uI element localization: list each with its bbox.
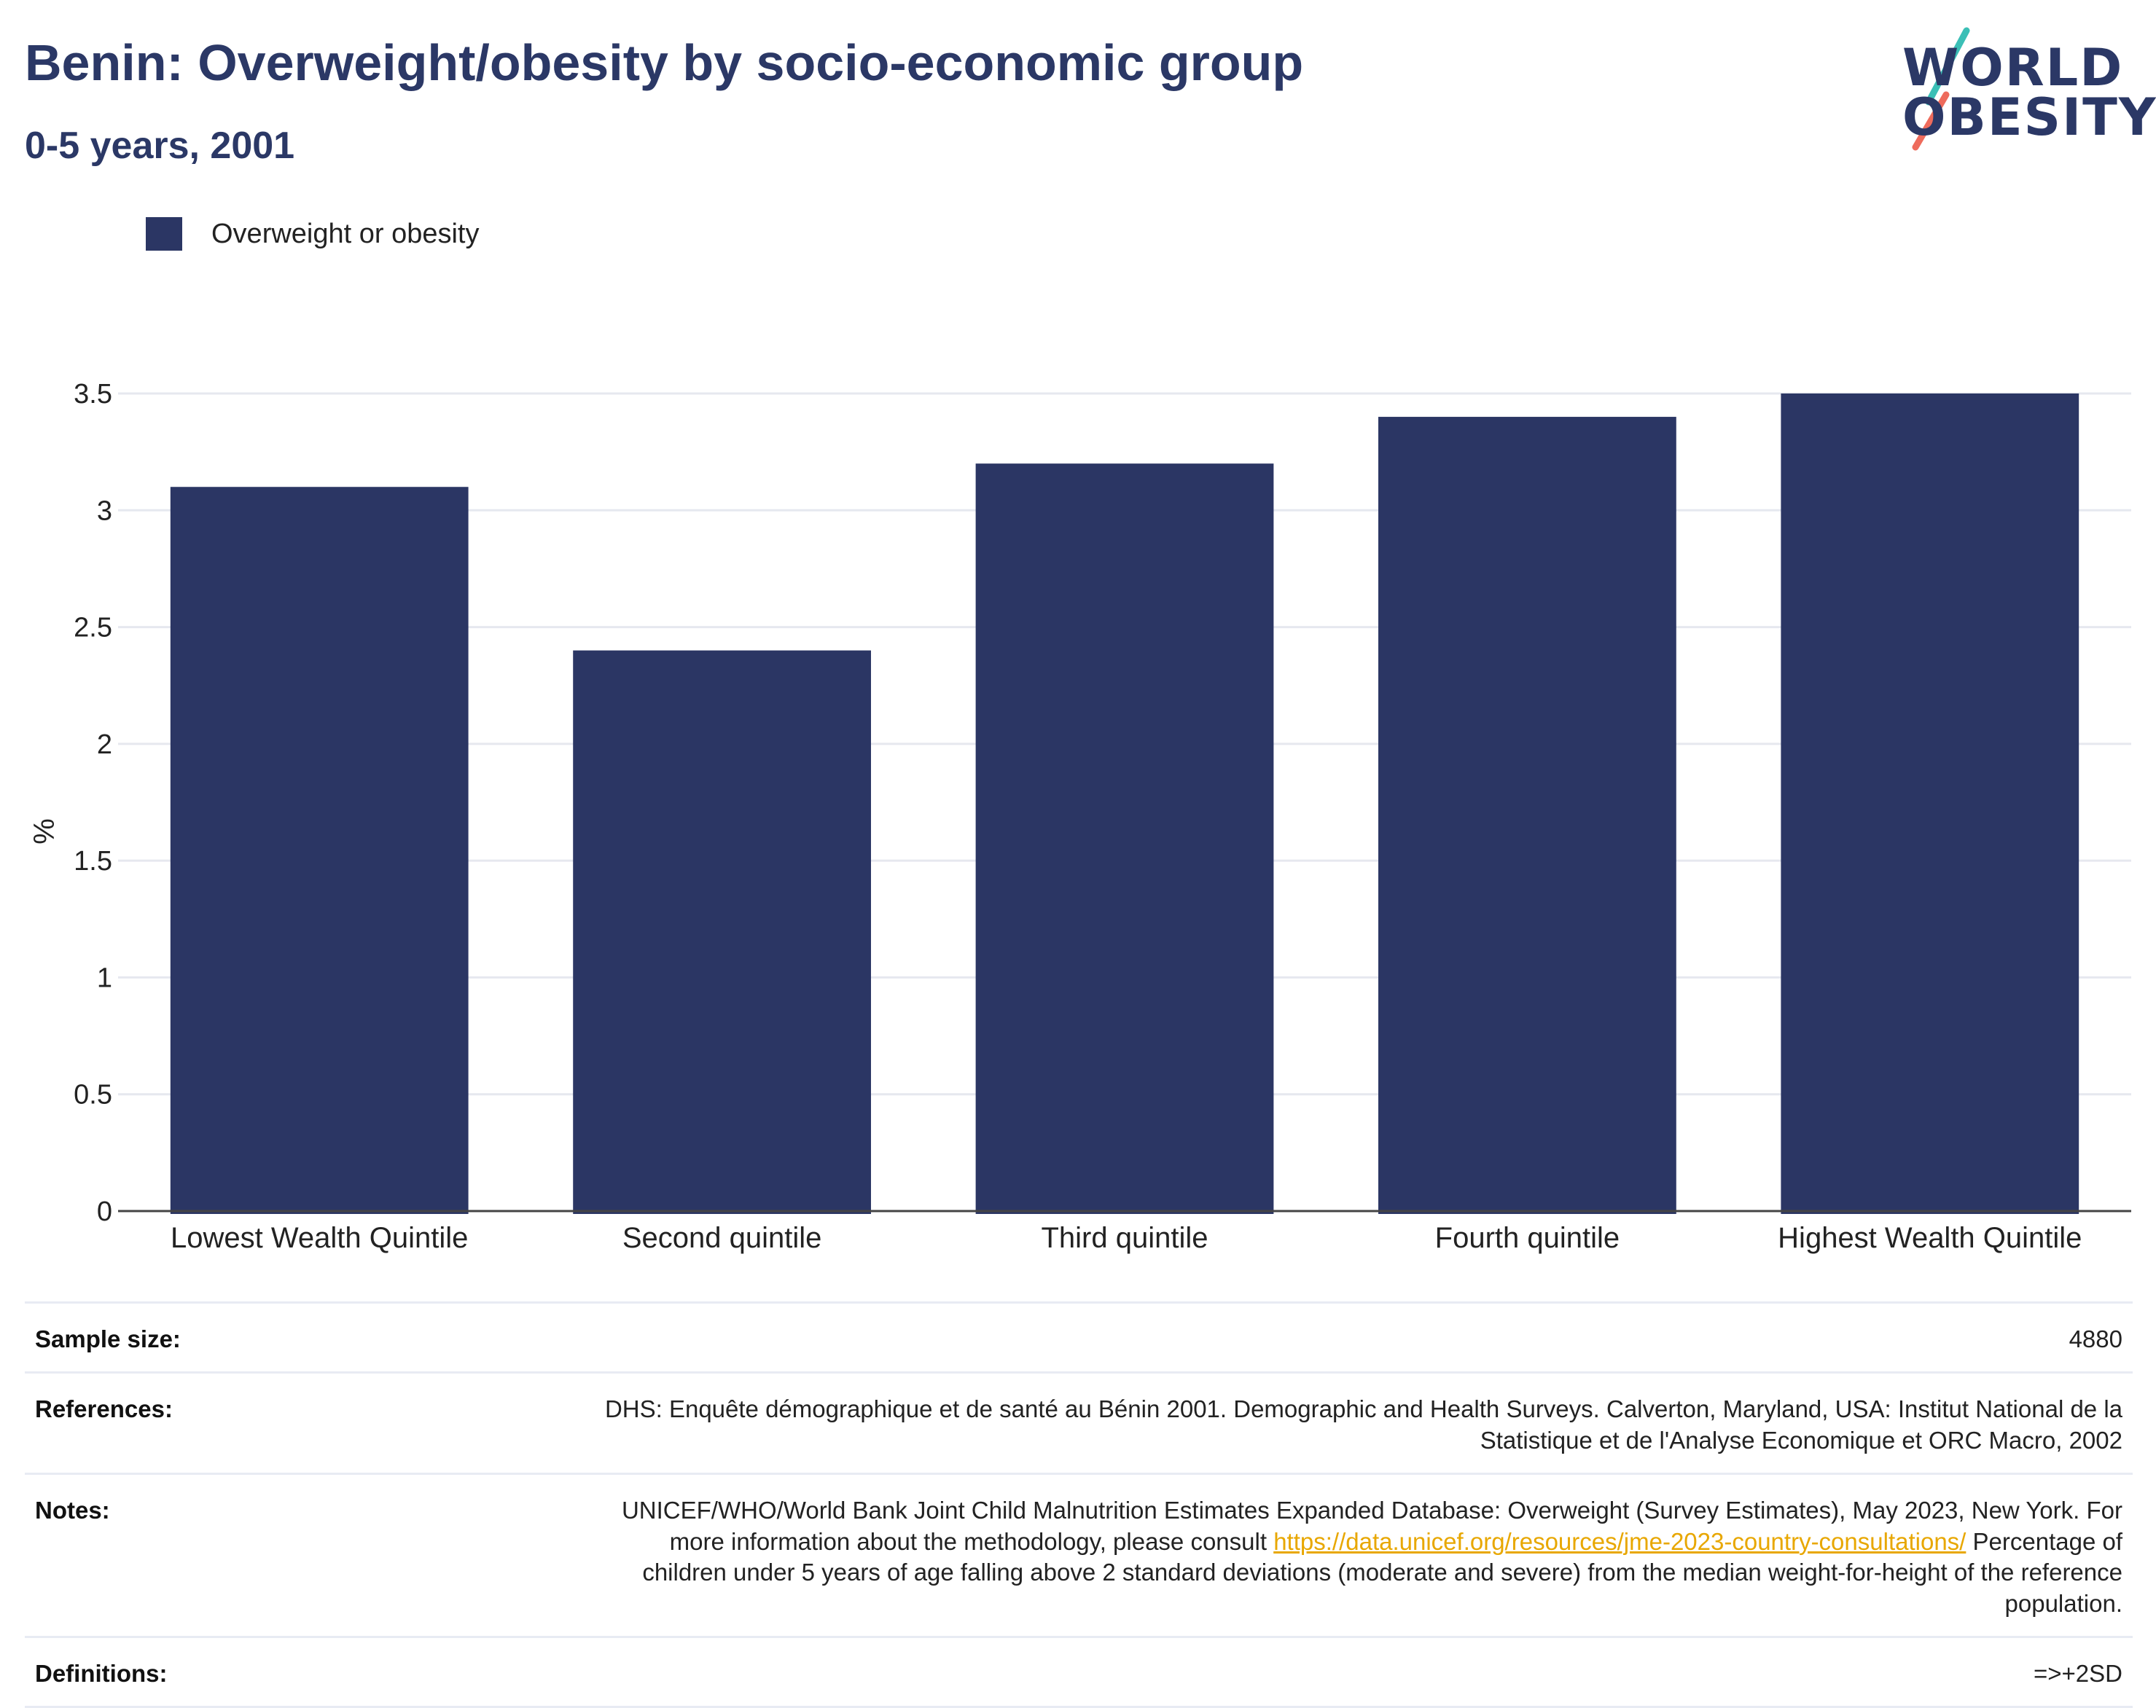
chart-footer: Sample size: 4880 References: DHS: Enquê… [25, 1301, 2133, 1708]
sample-size-label: Sample size: [35, 1325, 181, 1352]
bar [1781, 393, 2079, 1214]
y-tick-label: 2 [97, 729, 112, 760]
definitions-value: =>+2SD [2033, 1660, 2122, 1688]
logo-slash-icon [1912, 27, 1970, 151]
y-tick-label: 3.5 [74, 379, 112, 410]
x-tick-label: Third quintile [1041, 1222, 1208, 1254]
bar [170, 487, 469, 1214]
chart-title: Benin: Overweight/obesity by socio-econo… [25, 34, 1304, 91]
references-label: References: [35, 1395, 173, 1422]
y-tick-label: 1 [97, 963, 112, 993]
footer-row-notes: Notes: UNICEF/WHO/World Bank Joint Child… [25, 1472, 2133, 1637]
world-obesity-logo: WORLD OBESITY [1902, 22, 2156, 153]
notes-label: Notes: [35, 1496, 110, 1524]
y-axis-title: % [28, 818, 60, 845]
bar-chart: 0 0.5 1 1.5 2 2.5 3 3.5% Lowest Wealth Quintile S… [28, 379, 2131, 1254]
sample-size-value: 4880 [2069, 1325, 2122, 1352]
bar [573, 650, 871, 1214]
logo-text-obesity: OBESITY [1902, 87, 2156, 147]
notes-text-2: Percentage of children under 5 years of … [642, 1527, 2122, 1618]
x-tick-label: Lowest Wealth Quintile [171, 1222, 468, 1254]
bar [1378, 417, 1676, 1214]
footer-row-references: References: DHS: Enquête démographique e… [25, 1371, 2133, 1473]
footer-row-sample-size: Sample size: 4880 [25, 1301, 2133, 1371]
y-tick-label: 0 [97, 1196, 112, 1227]
y-tick-label: 0.5 [74, 1080, 112, 1110]
y-tick-label: 2.5 [74, 613, 112, 643]
x-tick-label: Second quintile [622, 1222, 822, 1254]
bar [975, 463, 1274, 1215]
x-tick-label: Fourth quintile [1435, 1222, 1620, 1254]
chart-subtitle: 0-5 years, 2001 [25, 125, 295, 167]
legend-label: Overweight or obesity [211, 218, 480, 249]
logo-text-world: WORLD [1902, 38, 2124, 98]
notes-value: UNICEF/WHO/World Bank Joint Child Malnut… [592, 1495, 2122, 1621]
notes-link[interactable]: https://data.unicef.org/resources/jme-20… [1273, 1527, 1966, 1555]
references-value: DHS: Enquête démographique et de santé a… [604, 1395, 2122, 1454]
y-tick-label: 1.5 [74, 846, 112, 877]
notes-text-1: UNICEF/WHO/World Bank Joint Child Malnut… [621, 1496, 2122, 1555]
footer-row-definitions: Definitions: =>+2SD [25, 1636, 2133, 1708]
definitions-label: Definitions: [35, 1660, 168, 1688]
chart-legend: Overweight or obesity [146, 217, 480, 251]
y-tick-label: 3 [97, 495, 112, 526]
x-tick-label: Highest Wealth Quintile [1778, 1222, 2082, 1254]
legend-swatch [146, 217, 182, 251]
